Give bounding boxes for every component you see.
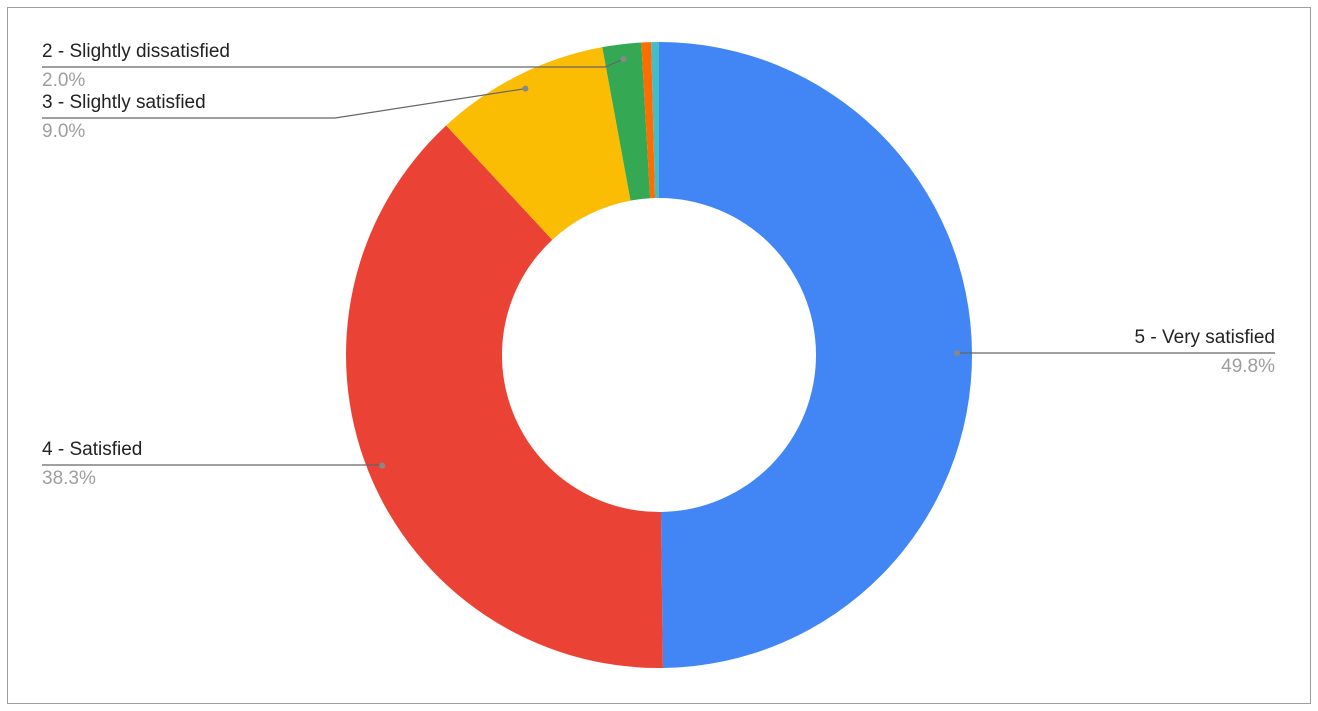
donut-slice xyxy=(659,42,973,668)
slice-label: 5 - Very satisfied xyxy=(1135,327,1275,348)
leader-line xyxy=(42,58,624,68)
slice-value-label: 2.0% xyxy=(42,70,85,91)
donut-slice xyxy=(602,42,651,201)
donut-slice xyxy=(641,42,656,199)
donut-slice xyxy=(345,125,663,668)
leader-line xyxy=(42,464,383,466)
slice-label: 2 - Slightly dissatisfied xyxy=(42,41,230,62)
leader-dot xyxy=(953,350,960,357)
leader-dot xyxy=(379,462,386,469)
slice-label: 3 - Slightly satisfied xyxy=(42,92,206,113)
leader-dot xyxy=(620,56,627,63)
slice-label: 4 - Satisfied xyxy=(42,439,142,460)
slice-value-label: 49.8% xyxy=(1221,356,1275,377)
slice-value-label: 38.3% xyxy=(42,468,96,489)
leader-dot xyxy=(522,85,529,92)
donut-slice xyxy=(651,42,659,199)
donut-slice xyxy=(446,47,631,240)
leader-line xyxy=(42,88,526,119)
slice-value-label: 9.0% xyxy=(42,121,85,142)
